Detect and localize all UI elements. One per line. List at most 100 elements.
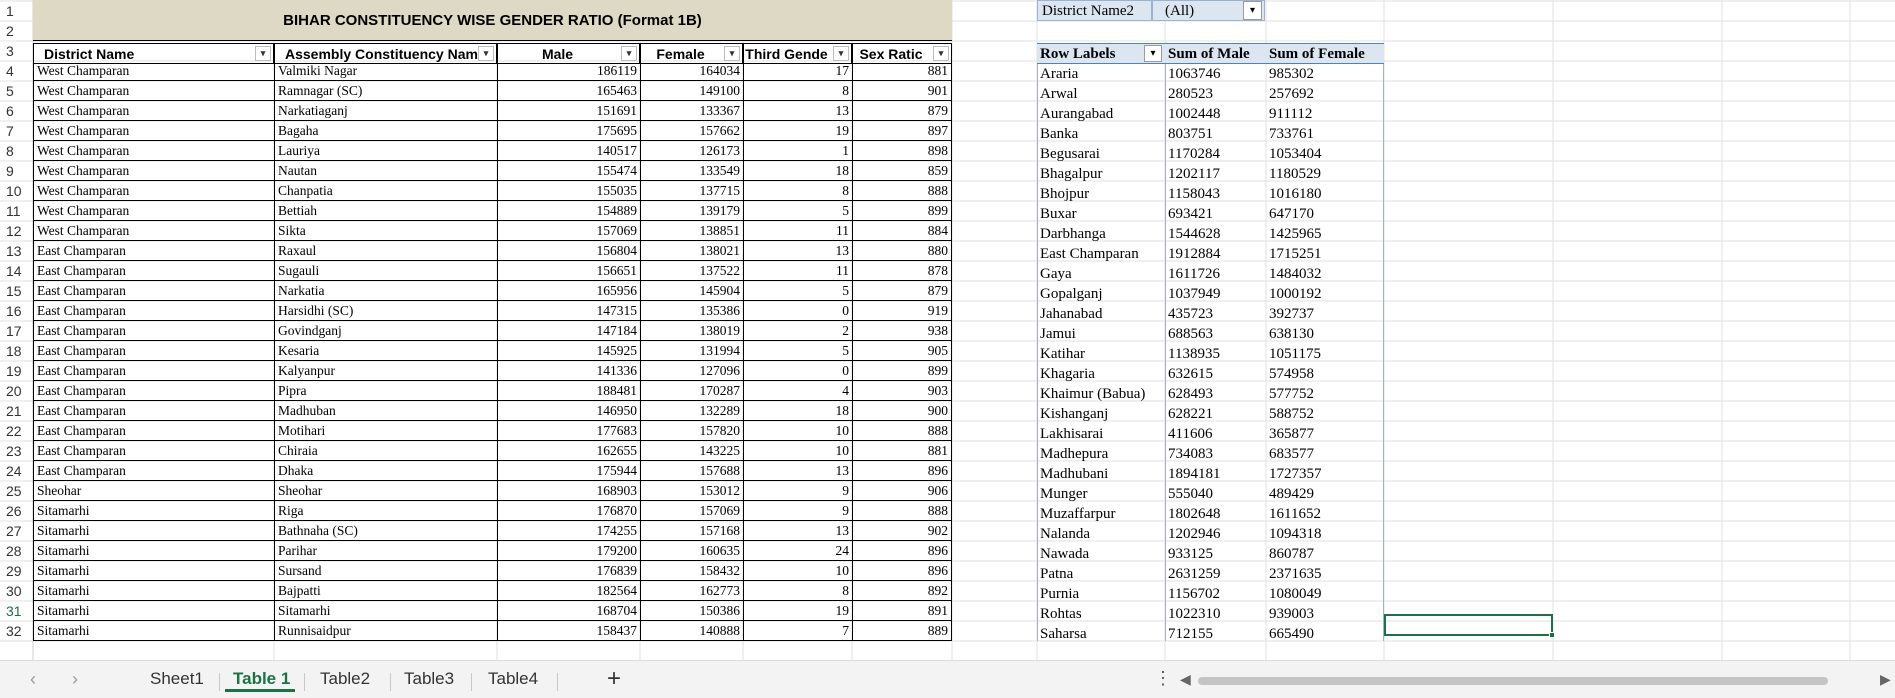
pivot-value[interactable]: 1544628 bbox=[1168, 226, 1221, 242]
table-cell[interactable]: West Champaran bbox=[33, 181, 274, 201]
table-cell[interactable]: Dhaka bbox=[274, 461, 497, 481]
filter-dropdown-icon[interactable]: ▾ bbox=[724, 46, 740, 61]
pivot-row-label[interactable]: Banka bbox=[1040, 126, 1079, 142]
table-cell[interactable]: 165956 bbox=[497, 281, 640, 301]
row-number[interactable]: 3 bbox=[6, 43, 14, 59]
table-cell[interactable]: 901 bbox=[852, 81, 952, 101]
pivot-value[interactable]: 1022310 bbox=[1168, 606, 1221, 622]
table-cell[interactable]: 133549 bbox=[640, 161, 743, 181]
table-cell[interactable]: 938 bbox=[852, 321, 952, 341]
pivot-value[interactable]: 1912884 bbox=[1168, 246, 1221, 262]
table-cell[interactable]: 0 bbox=[743, 361, 852, 381]
row-number[interactable]: 21 bbox=[6, 403, 22, 419]
table-cell[interactable]: 149100 bbox=[640, 81, 743, 101]
table-cell[interactable]: East Champaran bbox=[33, 461, 274, 481]
row-number[interactable]: 19 bbox=[6, 363, 22, 379]
row-number[interactable]: 25 bbox=[6, 483, 22, 499]
pivot-value[interactable]: 1000192 bbox=[1269, 286, 1322, 302]
table-cell[interactable]: Chiraia bbox=[274, 441, 497, 461]
table-cell[interactable]: East Champaran bbox=[33, 361, 274, 381]
pivot-value[interactable]: 1158043 bbox=[1168, 186, 1220, 202]
table-cell[interactable]: 11 bbox=[743, 221, 852, 241]
table-cell[interactable]: 157168 bbox=[640, 521, 743, 541]
table-cell[interactable]: Govindganj bbox=[274, 321, 497, 341]
tab-table-1[interactable]: Table 1 bbox=[233, 669, 291, 688]
selected-cell[interactable] bbox=[1384, 614, 1553, 636]
table-cell[interactable]: 150386 bbox=[640, 601, 743, 621]
table-cell[interactable]: 147315 bbox=[497, 301, 640, 321]
pivot-value[interactable]: 638130 bbox=[1269, 326, 1314, 342]
pivot-value[interactable]: 1080049 bbox=[1269, 586, 1322, 602]
table-cell[interactable]: 176839 bbox=[497, 561, 640, 581]
pivot-row-label[interactable]: Bhagalpur bbox=[1040, 166, 1103, 182]
pivot-value[interactable]: 588752 bbox=[1269, 406, 1314, 422]
table-cell[interactable]: 13 bbox=[743, 241, 852, 261]
table-cell[interactable]: 138021 bbox=[640, 241, 743, 261]
table-cell[interactable]: Ramnagar (SC) bbox=[274, 81, 497, 101]
row-number[interactable]: 28 bbox=[6, 543, 22, 559]
pivot-value[interactable]: 1016180 bbox=[1269, 186, 1322, 202]
table-cell[interactable]: 896 bbox=[852, 561, 952, 581]
pivot-row-label[interactable]: Saharsa bbox=[1040, 626, 1087, 642]
table-cell[interactable]: 881 bbox=[852, 61, 952, 81]
table-cell[interactable]: 19 bbox=[743, 601, 852, 621]
table-cell[interactable]: Bathnaha (SC) bbox=[274, 521, 497, 541]
table-cell[interactable]: 157820 bbox=[640, 421, 743, 441]
pivot-value[interactable]: 803751 bbox=[1168, 126, 1213, 142]
pivot-value[interactable]: 1180529 bbox=[1269, 166, 1321, 182]
pivot-value[interactable]: 365877 bbox=[1269, 426, 1314, 442]
row-number[interactable]: 24 bbox=[6, 463, 22, 479]
row-number[interactable]: 26 bbox=[6, 503, 22, 519]
pivot-row-label[interactable]: Rohtas bbox=[1040, 606, 1082, 622]
table-cell[interactable]: 186119 bbox=[497, 61, 640, 81]
table-cell[interactable]: 4 bbox=[743, 381, 852, 401]
table-cell[interactable]: Sheohar bbox=[274, 481, 497, 501]
pivot-value[interactable]: 1484032 bbox=[1269, 266, 1322, 282]
table-cell[interactable]: 10 bbox=[743, 561, 852, 581]
table-cell[interactable]: 179200 bbox=[497, 541, 640, 561]
next-sheet-icon[interactable]: › bbox=[72, 669, 78, 689]
table-cell[interactable]: 19 bbox=[743, 121, 852, 141]
table-cell[interactable]: Riga bbox=[274, 501, 497, 521]
table-cell[interactable]: East Champaran bbox=[33, 261, 274, 281]
table-cell[interactable]: 905 bbox=[852, 341, 952, 361]
pivot-value[interactable]: 628221 bbox=[1168, 406, 1213, 422]
table-cell[interactable]: 878 bbox=[852, 261, 952, 281]
table-cell[interactable]: 18 bbox=[743, 161, 852, 181]
pivot-value[interactable]: 1063746 bbox=[1168, 66, 1221, 82]
table-cell[interactable]: 13 bbox=[743, 101, 852, 121]
table-cell[interactable]: 158432 bbox=[640, 561, 743, 581]
table-cell[interactable]: 158437 bbox=[497, 621, 640, 641]
table-cell[interactable]: 143225 bbox=[640, 441, 743, 461]
row-number[interactable]: 9 bbox=[6, 163, 14, 179]
pivot-value[interactable]: 665490 bbox=[1269, 626, 1314, 642]
table-cell[interactable]: Sitamarhi bbox=[33, 621, 274, 641]
pivot-filter-dropdown-icon[interactable]: ▾ bbox=[1243, 1, 1262, 20]
table-cell[interactable]: 5 bbox=[743, 281, 852, 301]
table-cell[interactable]: 131994 bbox=[640, 341, 743, 361]
table-cell[interactable]: Nautan bbox=[274, 161, 497, 181]
pivot-value[interactable]: 577752 bbox=[1269, 386, 1314, 402]
table-cell[interactable]: 906 bbox=[852, 481, 952, 501]
pivot-row-label[interactable]: Nalanda bbox=[1040, 526, 1090, 542]
pivot-value[interactable]: 574958 bbox=[1269, 366, 1314, 382]
table-cell[interactable]: 160635 bbox=[640, 541, 743, 561]
table-cell[interactable]: 175944 bbox=[497, 461, 640, 481]
pivot-row-label[interactable]: Katihar bbox=[1040, 346, 1085, 362]
pivot-value[interactable]: 2631259 bbox=[1168, 566, 1221, 582]
tab-table4[interactable]: Table4 bbox=[488, 669, 539, 688]
table-cell[interactable]: 903 bbox=[852, 381, 952, 401]
pivot-value[interactable]: 1802648 bbox=[1168, 506, 1221, 522]
table-cell[interactable]: 0 bbox=[743, 301, 852, 321]
row-number[interactable]: 14 bbox=[6, 263, 22, 279]
row-number[interactable]: 7 bbox=[6, 123, 14, 139]
table-cell[interactable]: 891 bbox=[852, 601, 952, 621]
table-cell[interactable]: Valmiki Nagar bbox=[274, 61, 497, 81]
table-cell[interactable]: 13 bbox=[743, 461, 852, 481]
row-number[interactable]: 5 bbox=[6, 83, 14, 99]
table-cell[interactable]: 18 bbox=[743, 401, 852, 421]
table-cell[interactable]: 139179 bbox=[640, 201, 743, 221]
table-cell[interactable]: East Champaran bbox=[33, 241, 274, 261]
table-cell[interactable]: Kesaria bbox=[274, 341, 497, 361]
table-cell[interactable]: 897 bbox=[852, 121, 952, 141]
